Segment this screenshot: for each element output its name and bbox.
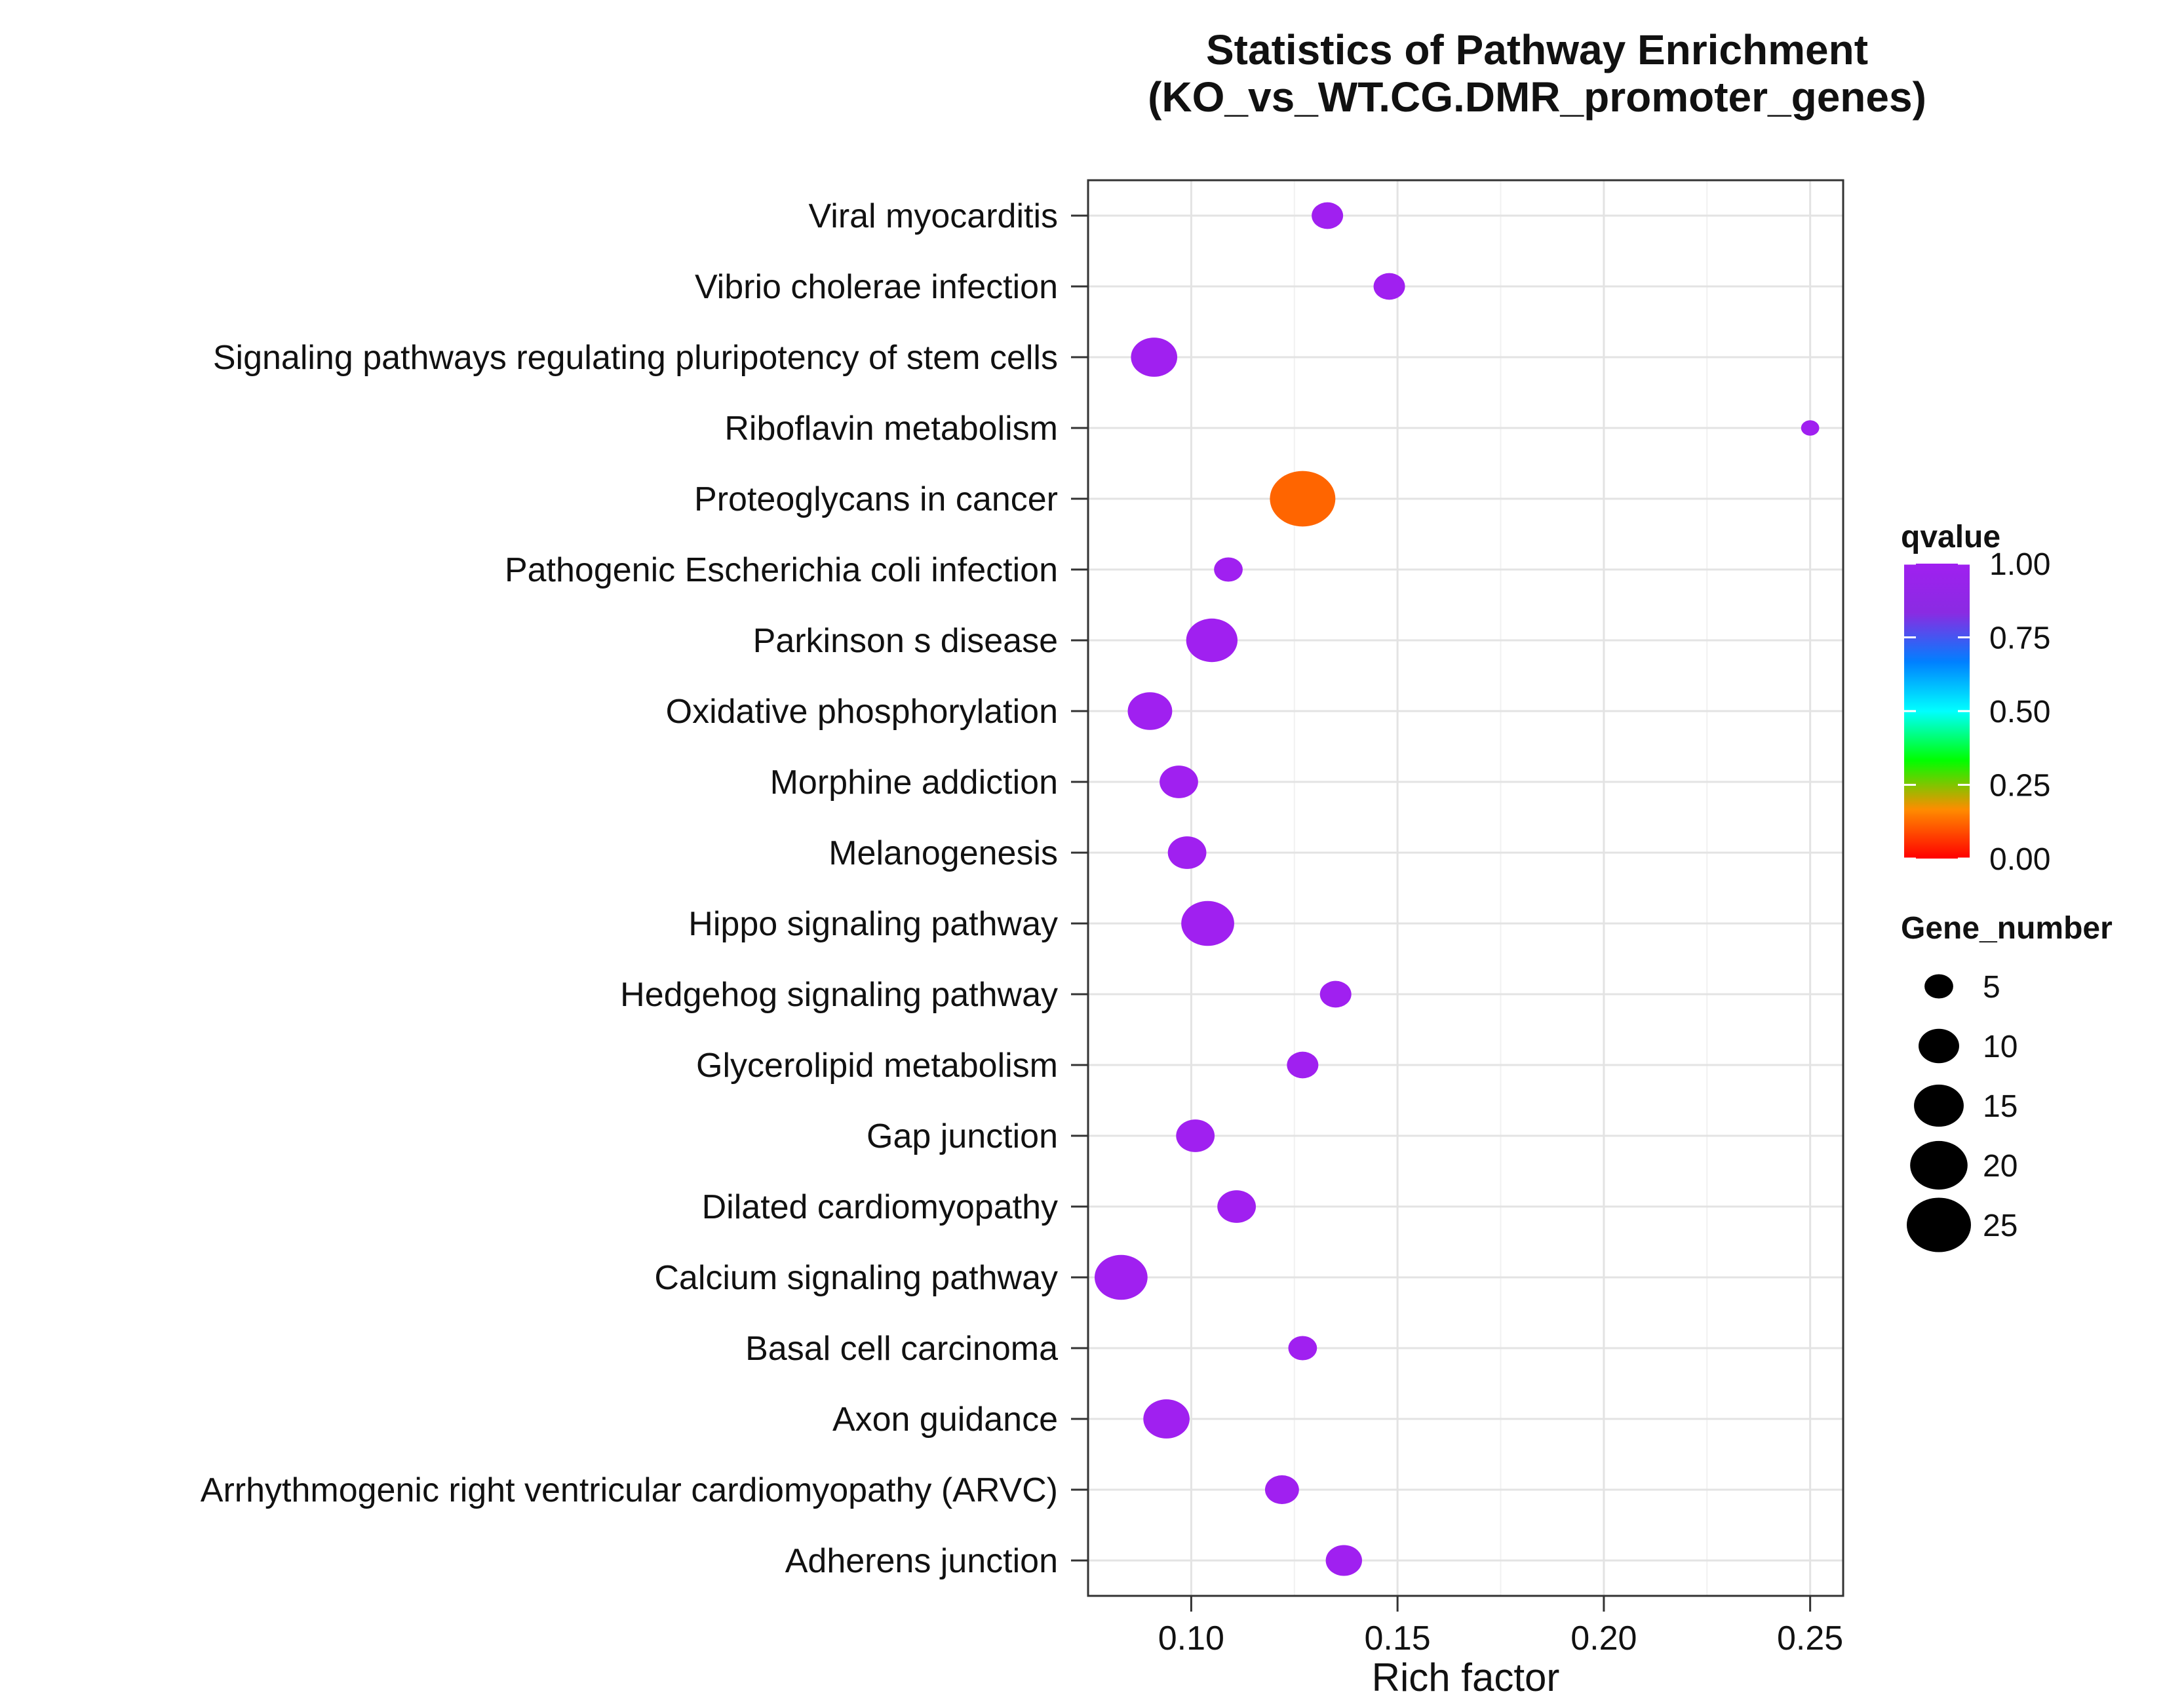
chart-title: Statistics of Pathway Enrichment — [1206, 26, 1868, 73]
data-point — [1373, 273, 1405, 300]
data-point — [1801, 420, 1820, 436]
x-axis-label: Rich factor — [1372, 1656, 1560, 1699]
y-tick-label: Pathogenic Escherichia coli infection — [505, 551, 1058, 589]
plot-background — [1088, 180, 1843, 1596]
y-tick-label: Dilated cardiomyopathy — [702, 1188, 1058, 1226]
size-legend-dot — [1914, 1084, 1964, 1127]
x-tick-label: 0.25 — [1777, 1619, 1843, 1657]
data-point — [1264, 1475, 1299, 1504]
plot-panel — [1087, 179, 1844, 1597]
y-tick-label: Calcium signaling pathway — [654, 1259, 1058, 1297]
data-point — [1143, 1399, 1190, 1439]
size-legend-dot — [1919, 1028, 1959, 1064]
qvalue-ticks: 1.00 0.75 0.50 0.25 0.00 — [1904, 547, 2050, 877]
gene-number-legend: Gene_number 5 10 15 20 25 — [1901, 911, 2113, 1252]
gene-number-legend-title: Gene_number — [1901, 911, 2113, 946]
y-tick-label: Signaling pathways regulating pluripoten… — [213, 339, 1058, 377]
x-tick-label: 0.15 — [1365, 1619, 1431, 1657]
size-legend-label: 10 — [1983, 1030, 2018, 1064]
y-tick-label: Melanogenesis — [829, 834, 1058, 872]
size-legend-label: 20 — [1983, 1149, 2018, 1184]
data-point — [1167, 836, 1207, 869]
y-tick-label: Basal cell carcinoma — [745, 1330, 1058, 1368]
data-point — [1127, 692, 1173, 730]
data-point — [1160, 765, 1198, 798]
colorbar-tick-label: 0.50 — [1989, 695, 2050, 729]
data-point — [1287, 1051, 1319, 1079]
y-tick-label: Adherens junction — [785, 1542, 1058, 1580]
data-point — [1094, 1254, 1148, 1300]
data-point — [1131, 338, 1178, 377]
data-point — [1312, 202, 1344, 229]
data-point — [1176, 1119, 1215, 1152]
qvalue-legend-title: qvalue — [1901, 520, 2000, 554]
y-tick-label: Parkinson s disease — [753, 622, 1058, 660]
data-point — [1270, 471, 1336, 527]
data-point — [1319, 980, 1352, 1008]
size-legend-dot — [1910, 1140, 1968, 1190]
y-tick-label: Viral myocarditis — [809, 197, 1058, 235]
y-tick-label: Arrhythmogenic right ventricular cardiom… — [201, 1471, 1058, 1509]
size-legend-label: 15 — [1983, 1089, 2018, 1124]
chart-subtitle: (KO_vs_WT.CG.DMR_promoter_genes) — [1148, 73, 1926, 121]
y-tick-label: Gap junction — [867, 1117, 1058, 1155]
x-tick-label: 0.20 — [1570, 1619, 1637, 1657]
y-tick-label: Proteoglycans in cancer — [694, 480, 1058, 518]
data-point — [1217, 1190, 1257, 1223]
x-axis: 0.10 0.15 0.20 0.25 — [1158, 1596, 1843, 1657]
y-tick-label: Oxidative phosphorylation — [666, 693, 1058, 731]
data-point — [1186, 618, 1238, 663]
plot-grid — [1087, 180, 1843, 1596]
size-legend-dot — [1924, 974, 1953, 999]
colorbar-tick-label: 0.75 — [1989, 621, 2050, 656]
colorbar-tick-label: 0.25 — [1989, 769, 2050, 804]
data-point — [1181, 900, 1234, 946]
data-points — [1094, 202, 1820, 1576]
data-point — [1325, 1545, 1362, 1576]
y-tick-label: Vibrio cholerae infection — [695, 268, 1058, 306]
colorbar-tick-label: 0.00 — [1989, 842, 2050, 877]
size-legend-dot — [1907, 1197, 1971, 1252]
colorbar-tick-label: 1.00 — [1989, 547, 2050, 582]
data-point — [1288, 1336, 1317, 1361]
x-tick-label: 0.10 — [1158, 1619, 1224, 1657]
y-tick-label: Riboflavin metabolism — [724, 410, 1058, 448]
y-tick-label: Glycerolipid metabolism — [696, 1047, 1058, 1085]
data-point — [1214, 557, 1243, 582]
y-tick-label: Morphine addiction — [770, 764, 1058, 802]
y-tick-label: Hippo signaling pathway — [688, 905, 1058, 943]
y-axis: Viral myocarditis Vibrio cholerae infecti… — [201, 197, 1088, 1580]
qvalue-legend: qvalue 1.00 0.75 0.50 0.25 0.00 — [1901, 520, 2050, 877]
y-tick-label: Hedgehog signaling pathway — [620, 976, 1058, 1014]
size-legend-label: 5 — [1983, 970, 2000, 1005]
y-tick-label: Axon guidance — [832, 1401, 1058, 1439]
size-legend-label: 25 — [1983, 1209, 2018, 1243]
